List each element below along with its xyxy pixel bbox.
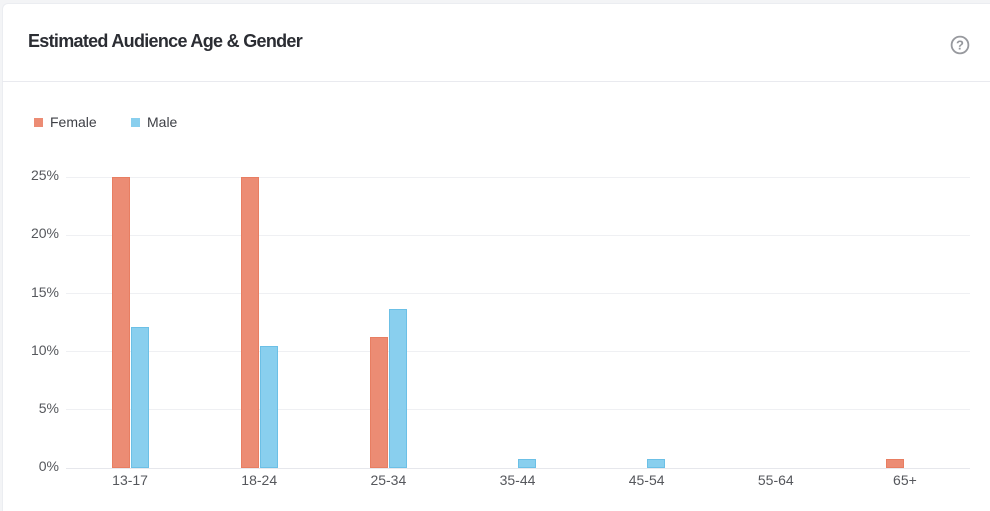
x-axis-label-13-17: 13-17	[112, 472, 148, 488]
gridline-15	[65, 293, 970, 295]
svg-text:?: ?	[956, 38, 964, 53]
question-mark-circle-icon: ?	[950, 35, 970, 55]
bar-male-35-44[interactable]	[518, 458, 536, 468]
bar-male-13-17[interactable]	[130, 327, 149, 468]
x-axis-label-35-44: 35-44	[499, 472, 536, 488]
x-axis-label-65+: 65+	[893, 472, 917, 488]
x-axis-label-55-64: 55-64	[757, 472, 794, 488]
bar-female-65+[interactable]	[886, 458, 905, 468]
y-axis-label-20%: 20%	[30, 225, 59, 242]
y-axis-label-10%: 10%	[30, 341, 59, 358]
page-title: Estimated Audience Age & Gender	[28, 31, 303, 51]
y-axis-label-15%: 15%	[30, 283, 59, 300]
legend-swatch-female	[34, 117, 43, 127]
bar-male-45-54[interactable]	[647, 458, 666, 468]
legend-label: Male	[147, 114, 178, 130]
gridline-5	[65, 409, 970, 411]
y-axis-label-0%: 0%	[38, 458, 59, 474]
gridline-25	[65, 176, 970, 178]
legend-item-female[interactable]: Female	[34, 114, 97, 130]
bar-female-25-34[interactable]	[369, 336, 388, 468]
x-axis-label-45-54: 45-54	[628, 472, 665, 488]
audience-age-gender-card	[2, 3, 990, 511]
bar-male-25-34[interactable]	[388, 308, 407, 468]
help-button[interactable]: ?	[950, 35, 970, 55]
chart-legend: Female Male	[0, 114, 990, 130]
y-axis-label-25%: 25%	[30, 167, 59, 184]
x-axis-label-18-24: 18-24	[241, 472, 278, 488]
legend-swatch-male	[131, 117, 140, 127]
legend-label: Female	[50, 114, 97, 130]
bar-female-18-24[interactable]	[240, 177, 259, 468]
bar-male-18-24[interactable]	[259, 345, 278, 468]
x-axis-line	[65, 467, 970, 469]
bar-female-13-17[interactable]	[111, 177, 130, 468]
x-axis-label-25-34: 25-34	[370, 472, 407, 488]
gridline-20	[65, 234, 970, 236]
gridline-10	[65, 351, 970, 353]
legend-item-male[interactable]: Male	[131, 114, 177, 130]
header-divider	[2, 81, 990, 82]
y-axis-label-5%: 5%	[38, 399, 59, 416]
